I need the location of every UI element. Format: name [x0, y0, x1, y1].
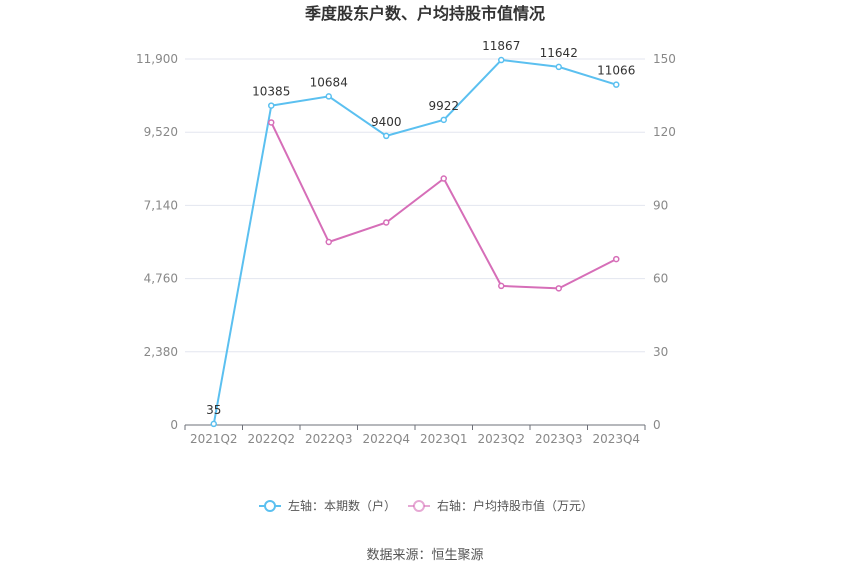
legend-label-left-series: 左轴：本期数（户） [288, 498, 396, 513]
point-left-series [210, 420, 217, 428]
point-left-series [440, 116, 447, 124]
legend-item-left-series[interactable]: 左轴：本期数（户） [259, 498, 396, 513]
left-axis-tick-label: 9,520 [144, 125, 178, 139]
data-label: 35 [206, 403, 221, 417]
right-axis-tick-label: 90 [653, 198, 668, 212]
point-right-series [613, 255, 620, 263]
x-axis-tick-label: 2021Q2 [190, 432, 238, 446]
point-right-series [268, 119, 275, 126]
point-right-series [555, 285, 562, 292]
left-axis-tick-label: 0 [170, 418, 178, 432]
left-axis-tick-label: 4,760 [144, 272, 178, 286]
x-axis-tick-label: 2022Q4 [362, 432, 410, 446]
right-axis-tick-label: 0 [653, 418, 661, 432]
data-label: 11066 [597, 64, 635, 78]
data-label: 9922 [428, 99, 459, 113]
chart-title: 季度股东户数、户均持股市值情况 [304, 4, 545, 23]
data-label: 9400 [371, 115, 402, 129]
series-line-left [212, 58, 617, 425]
left-axis-tick-label: 2,380 [144, 345, 178, 359]
data-label: 10684 [310, 75, 348, 89]
data-label: 11867 [482, 39, 520, 53]
point-left-series [268, 102, 275, 109]
right-axis-tick-label: 30 [653, 345, 668, 359]
legend-item-right-series[interactable]: 右轴：户均持股市值（万元） [408, 498, 593, 513]
point-left-series [555, 63, 562, 71]
legend-label-right-series: 右轴：户均持股市值（万元） [437, 498, 593, 513]
x-axis-tick-label: 2022Q2 [247, 432, 295, 446]
data-source-note: 数据来源：恒生聚源 [366, 548, 483, 563]
data-label: 10385 [252, 85, 290, 99]
x-axis-tick-label: 2023Q4 [592, 432, 640, 446]
point-left-series [498, 56, 505, 64]
x-axis-tick-label: 2023Q3 [535, 432, 583, 446]
right-axis-tick-label: 150 [653, 52, 676, 66]
left-axis-tick-label: 7,140 [144, 198, 178, 212]
point-right-series [440, 175, 447, 182]
right-axis-tick-label: 60 [653, 272, 668, 286]
x-axis-tick-label: 2022Q3 [305, 432, 353, 446]
x-axis-tick-label: 2023Q2 [477, 432, 525, 446]
axes: 0 2,380 4,760 7,140 9,520 11,900 0 30 60 90 120 150… [136, 52, 676, 446]
x-axis-tick-label: 2023Q1 [420, 432, 468, 446]
point-right-series [383, 219, 390, 226]
data-label: 11642 [540, 46, 578, 60]
right-axis-tick-label: 120 [653, 125, 676, 139]
legend[interactable]: 左轴：本期数（户） 右轴：户均持股市值（万元） [259, 498, 593, 513]
point-left-series [613, 81, 620, 88]
point-right-series [498, 282, 505, 290]
left-axis-tick-label: 11,900 [136, 52, 178, 66]
point-left-series [325, 93, 332, 100]
grid-lines [185, 58, 645, 353]
point-left-series [383, 132, 390, 140]
series: 35 10385 10684 9400 9922 11867 11642 11066 [206, 39, 635, 428]
point-right-series [325, 238, 332, 246]
